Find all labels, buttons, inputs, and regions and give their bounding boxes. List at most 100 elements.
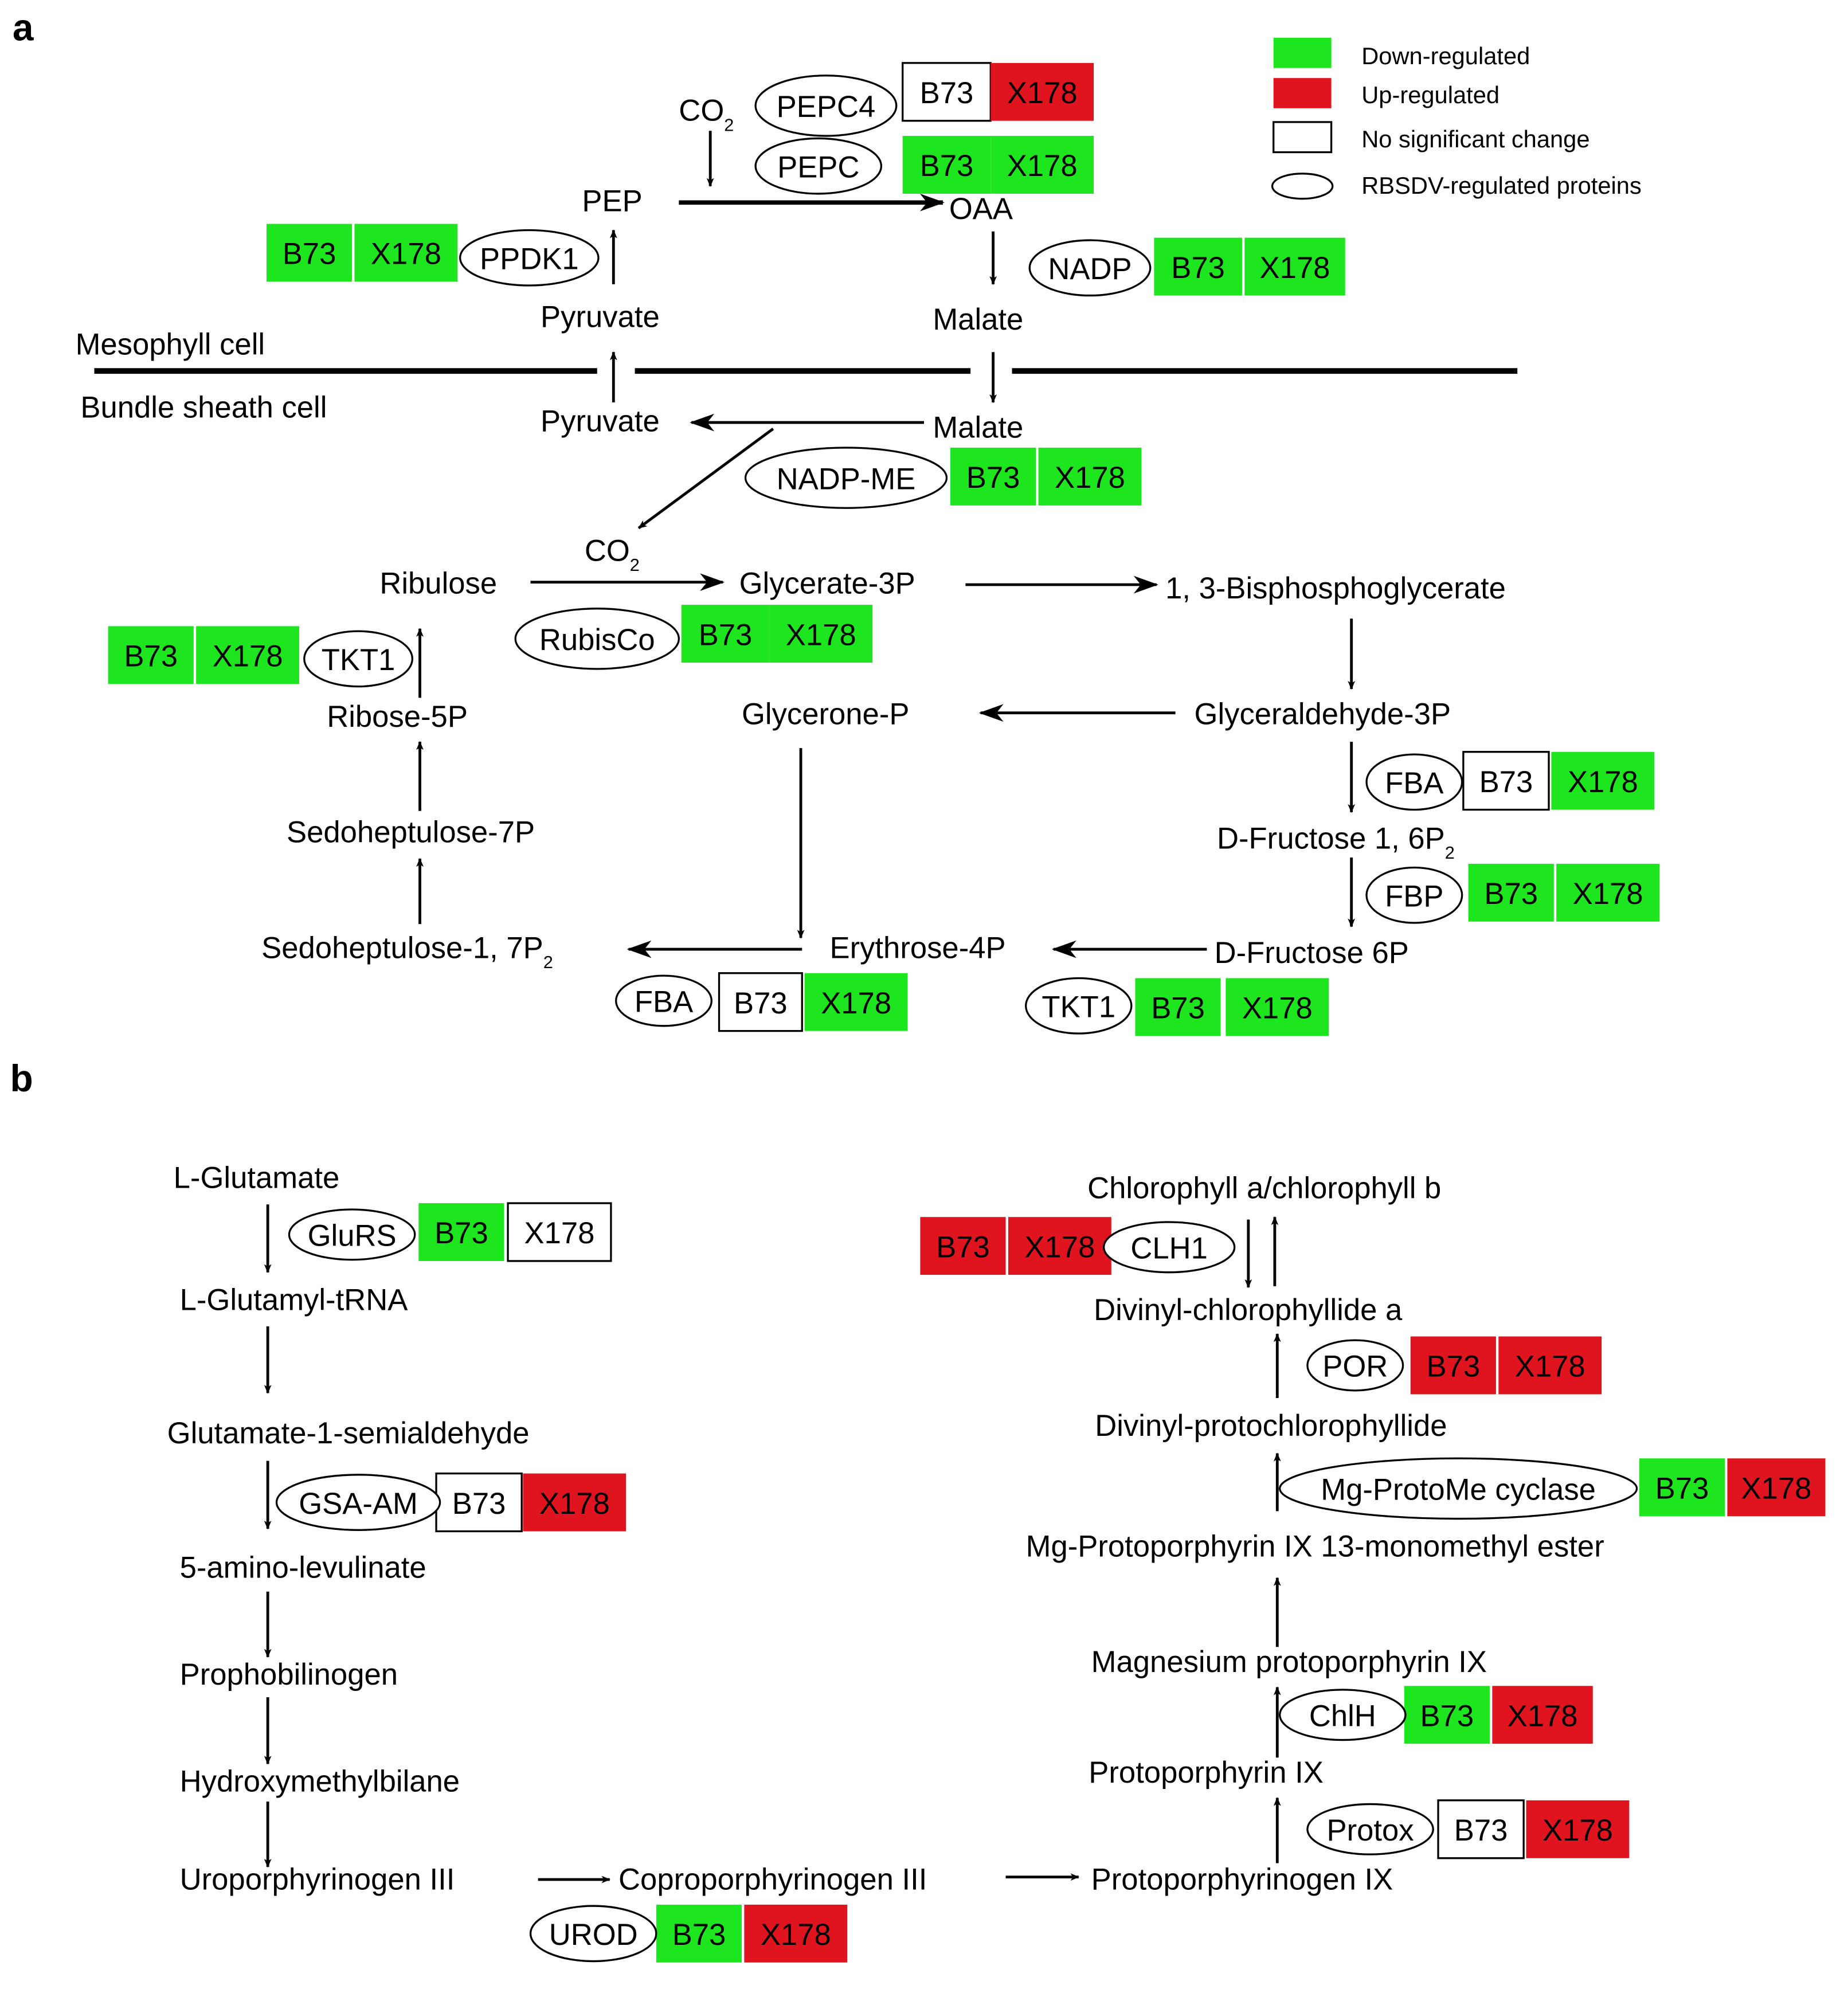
- enzyme-mg-protome-cyclase: B73 X178 Mg-ProtoMe cyclase: [1279, 1457, 1826, 1520]
- b73-label: B73: [1151, 992, 1205, 1025]
- b73-label: B73: [1479, 765, 1533, 799]
- enzyme-tkt1: B73 X178 TKT1: [108, 626, 414, 688]
- enzyme-ellipse: [754, 75, 898, 137]
- x178-label: X178: [1007, 149, 1078, 183]
- metabolite-bisphosphoglycerate: 1, 3-Bisphosphoglycerate: [1165, 571, 1506, 605]
- metabolite-divinyl-chlorophyllide: Divinyl-chlorophyllide a: [1094, 1293, 1403, 1327]
- metabolite-glyceraldehyde-3p: Glyceraldehyde-3P: [1195, 697, 1451, 731]
- compartment-mesophyll: Mesophyll cell: [76, 328, 265, 362]
- enzyme-pepc4: B73 X178 PEPC4: [754, 62, 1094, 137]
- compartment-bundle-sheath: Bundle sheath cell: [80, 390, 327, 424]
- metabolite-oaa: OAA: [949, 192, 1013, 226]
- x178-status-box-down: [769, 605, 873, 663]
- b73-label: B73: [699, 618, 753, 652]
- enzyme-rubisco: B73 X178 RubisCo: [514, 605, 873, 670]
- b73-label: B73: [1420, 1699, 1474, 1733]
- legend-swatch-none: [1273, 121, 1333, 154]
- x178-label: X178: [1260, 251, 1330, 285]
- metabolite-divinyl-protochlorophyllide: Divinyl-protochlorophyllide: [1095, 1409, 1447, 1443]
- metabolite-uroporphyrinogen-iii: Uroporphyrinogen III: [180, 1863, 455, 1897]
- enzyme-ellipse: [1365, 866, 1463, 924]
- metabolite-porphobilinogen: Prophobilinogen: [180, 1658, 398, 1692]
- panel-label-a: a: [13, 6, 34, 48]
- b73-label: B73: [1454, 1814, 1508, 1847]
- b73-status-box-down: [656, 1904, 742, 1963]
- x178-status-box-down: [1038, 447, 1142, 506]
- x178-label: X178: [213, 640, 283, 674]
- legend-label-down: Down-regulated: [1361, 42, 1530, 69]
- b73-label: B73: [920, 149, 974, 183]
- metabolite-sedoheptulose-7p: Sedoheptulose-7P: [287, 816, 535, 849]
- metabolite-fructose-6p: D-Fructose 6P: [1215, 936, 1409, 970]
- enzyme-protox: B73 X178 Protox: [1306, 1799, 1630, 1859]
- x178-label: X178: [1568, 765, 1638, 799]
- enzyme-name: POR: [1322, 1350, 1388, 1384]
- b73-label: B73: [434, 1216, 488, 1250]
- b73-label: B73: [936, 1230, 990, 1264]
- legend-swatch-down: [1273, 37, 1332, 68]
- metabolite-glycerone-p: Glycerone-P: [742, 697, 909, 731]
- metabolite-malate-bundle: Malate: [933, 410, 1023, 444]
- metabolite-5-aminolevulinate: 5-amino-levulinate: [180, 1551, 426, 1585]
- enzyme-nadp-me: B73 X178 NADP-ME: [744, 447, 1142, 509]
- enzyme-name: PEPC4: [777, 90, 876, 124]
- x178-status-box-up: [1008, 1217, 1111, 1275]
- enzyme-ellipse: [514, 608, 680, 670]
- x178-label: X178: [371, 237, 441, 271]
- b73-status-box-down: [1135, 978, 1221, 1036]
- enzyme-tkt1: B73 X178 TKT1: [1025, 977, 1329, 1036]
- x178-status-box-down: [804, 973, 908, 1031]
- x178-status-box-down: [1551, 751, 1655, 810]
- enzyme-ellipse: [615, 974, 712, 1027]
- enzyme-ellipse: [459, 229, 600, 287]
- legend-swatch-up: [1273, 78, 1332, 108]
- metabolite-malate-mesophyll: Malate: [933, 303, 1023, 336]
- b73-status-box-down: [1639, 1458, 1725, 1517]
- enzyme-name: CLH1: [1130, 1232, 1208, 1266]
- x178-status-box-up: [1492, 1686, 1593, 1744]
- x178-status-box-down: [1556, 863, 1660, 922]
- enzyme-fba: B73 X178 FBA: [615, 972, 908, 1032]
- enzyme-name: NADP: [1048, 252, 1131, 286]
- x178-status-box-down: [1226, 978, 1329, 1036]
- x178-status-box-down: [990, 136, 1094, 194]
- metabolite-protoporphyrin-ix: Protoporphyrin IX: [1089, 1756, 1324, 1790]
- enzyme-ellipse: [1028, 239, 1152, 297]
- x178-label: X178: [524, 1216, 595, 1250]
- legend-label-up: Up-regulated: [1361, 81, 1499, 108]
- enzyme-ellipse: [303, 630, 414, 688]
- x178-status-box-up: [1727, 1458, 1826, 1517]
- x178-status-box-up: [1498, 1336, 1602, 1395]
- b73-label: B73: [672, 1918, 726, 1952]
- enzyme-ellipse: [1365, 753, 1463, 811]
- x178-status-box-none: [507, 1202, 612, 1262]
- enzyme-ellipse: [275, 1474, 441, 1531]
- enzyme-fba: B73 X178 FBA: [1365, 751, 1655, 811]
- enzyme-ppdk1: B73 X178 PPDK1: [266, 224, 600, 287]
- panel-a: CO2 PEP OAA Pyruvate Malate Mesophyll ce…: [76, 94, 1518, 972]
- enzyme-nadp: B73 X178 NADP: [1028, 237, 1345, 297]
- metabolite-glycerate-3p: Glycerate-3P: [739, 566, 915, 600]
- enzyme-gsa-am: B73 X178 GSA-AM: [275, 1472, 627, 1533]
- b73-label: B73: [734, 986, 788, 1020]
- b73-status-box-down: [902, 136, 991, 194]
- enzyme-ellipse: [1306, 1803, 1434, 1855]
- b73-status-box-up: [920, 1217, 1006, 1275]
- enzyme-ellipse: [529, 1905, 657, 1963]
- x178-label: X178: [821, 986, 891, 1020]
- legend-label-none: No significant change: [1361, 126, 1589, 152]
- b73-label: B73: [1655, 1471, 1709, 1505]
- metabolite-sedoheptulose-17p2: Sedoheptulose-1, 7P2: [261, 931, 553, 972]
- b73-status-box-down: [1404, 1686, 1490, 1744]
- b73-label: B73: [966, 461, 1020, 495]
- enzyme-annotations: B73 X178 PEPC4 B73 X178 PEPC B73 X178 PPDK1 B73 X1…: [108, 62, 1826, 1963]
- x178-label: X178: [1741, 1471, 1812, 1505]
- b73-status-box-down: [266, 224, 353, 282]
- enzyme-ellipse: [1279, 1457, 1638, 1520]
- b73-status-box-none: [1437, 1799, 1525, 1859]
- enzyme-name: FBA: [1385, 766, 1443, 800]
- panel-b: L-Glutamate L-Glutamyl-tRNA Glutamate-1-…: [167, 1161, 1604, 1897]
- arrows-b: [264, 1204, 1281, 1884]
- b73-status-box-none: [902, 62, 992, 122]
- enzyme-fbp: B73 X178 FBP: [1365, 863, 1660, 924]
